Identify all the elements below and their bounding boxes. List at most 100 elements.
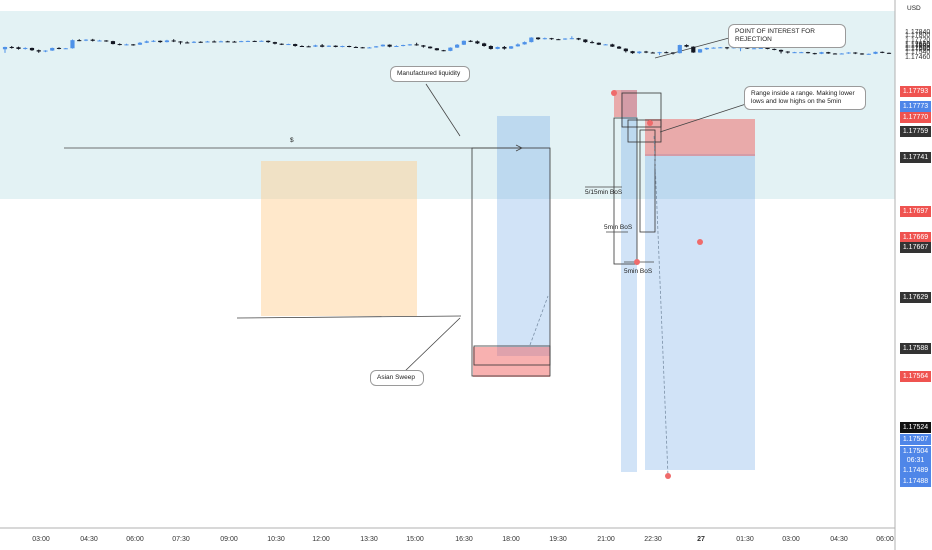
candle-body	[90, 39, 95, 41]
rejection-dot	[647, 120, 653, 126]
asian-low-line	[236, 315, 462, 319]
candle-body	[245, 40, 251, 42]
candle	[293, 43, 298, 47]
range-box-5	[639, 129, 656, 233]
candle	[326, 45, 332, 47]
candle-body	[16, 47, 21, 49]
candle	[839, 53, 844, 55]
candle	[259, 40, 264, 42]
candle	[434, 47, 439, 51]
candle	[252, 40, 257, 42]
candle	[859, 53, 865, 55]
price-tag: 1.17588	[900, 343, 931, 354]
time-tick: 04:30	[80, 536, 98, 543]
candle-body	[380, 44, 385, 47]
candle	[407, 44, 412, 46]
candle-body	[158, 40, 163, 43]
candle	[589, 40, 595, 44]
candle-body	[839, 53, 844, 55]
candle-body	[637, 51, 642, 54]
candle	[630, 50, 635, 54]
candle	[218, 40, 224, 43]
candle	[9, 46, 14, 49]
candle-body	[812, 53, 817, 55]
candle-body	[886, 52, 892, 54]
price-tag: 1.17793	[900, 86, 931, 97]
candle	[16, 46, 21, 50]
candle	[239, 40, 244, 43]
candle	[272, 41, 278, 45]
markers	[611, 90, 703, 479]
candle	[853, 52, 858, 55]
candle-body	[826, 52, 831, 54]
candle	[569, 36, 574, 40]
candle-body	[819, 52, 824, 54]
candle-body	[488, 46, 493, 49]
candle-body	[144, 41, 149, 43]
candle-body	[670, 52, 676, 54]
candle	[697, 48, 703, 53]
rejection-dot	[665, 473, 671, 479]
range-callout[interactable]: Range inside a range. Making lower lows …	[744, 86, 866, 111]
candle	[97, 39, 102, 42]
bos-5-15min-label: 5/15min BoS	[585, 189, 623, 196]
candle	[691, 46, 696, 53]
candle	[367, 46, 372, 49]
candle-body	[610, 44, 615, 47]
candle	[23, 47, 28, 50]
candle	[792, 51, 797, 54]
candle	[306, 45, 311, 48]
candle	[110, 40, 116, 45]
candle-body	[97, 40, 102, 42]
candle	[63, 47, 68, 50]
time-tick: 13:30	[360, 536, 378, 543]
candle-body	[664, 52, 669, 54]
candle-body	[293, 44, 298, 46]
price-tick: 1.17800	[905, 31, 931, 39]
candle	[198, 41, 203, 43]
candle	[846, 52, 851, 54]
candle-body	[536, 37, 541, 40]
candle	[495, 46, 500, 50]
candle	[556, 38, 561, 41]
asian-sweep-callout[interactable]: Asian Sweep	[370, 370, 424, 387]
candle	[171, 39, 176, 43]
candle-body	[299, 46, 305, 47]
time-tick: 19:30	[549, 536, 567, 543]
candle-body	[596, 42, 601, 45]
time-tick: 06:00	[876, 536, 894, 543]
candle	[441, 49, 446, 52]
price-tag: 1.17741	[900, 152, 931, 163]
candle-body	[772, 48, 777, 50]
candle	[704, 47, 709, 50]
supply-zone	[645, 119, 755, 156]
candle-body	[529, 37, 534, 43]
candle	[401, 44, 406, 47]
range-box-6	[473, 345, 551, 366]
candle	[826, 51, 831, 54]
time-tick: 21:00	[597, 536, 615, 543]
price-axis[interactable]: USD	[895, 0, 932, 550]
candle-body	[212, 41, 217, 43]
poi-callout[interactable]: POINT OF INTEREST FOR REJECTION	[728, 24, 846, 49]
candle	[684, 44, 689, 48]
candle	[637, 51, 642, 54]
candle	[880, 51, 885, 54]
candle-body	[853, 52, 858, 54]
candle	[475, 40, 480, 45]
candle-body	[421, 45, 426, 47]
price-tag: 1.17759	[900, 126, 931, 137]
candle-body	[691, 46, 696, 53]
candle	[751, 47, 757, 50]
time-tick: 04:30	[830, 536, 848, 543]
candle	[428, 46, 433, 49]
candle-body	[482, 43, 487, 46]
price-tag: 1.17697	[900, 206, 931, 217]
long-zone-1	[497, 116, 550, 356]
candle-body	[198, 41, 203, 43]
candle-body	[124, 44, 129, 46]
manufactured-liquidity-callout[interactable]: Manufactured liquidity	[390, 66, 470, 83]
candle	[137, 42, 143, 46]
candle-body	[117, 44, 122, 46]
